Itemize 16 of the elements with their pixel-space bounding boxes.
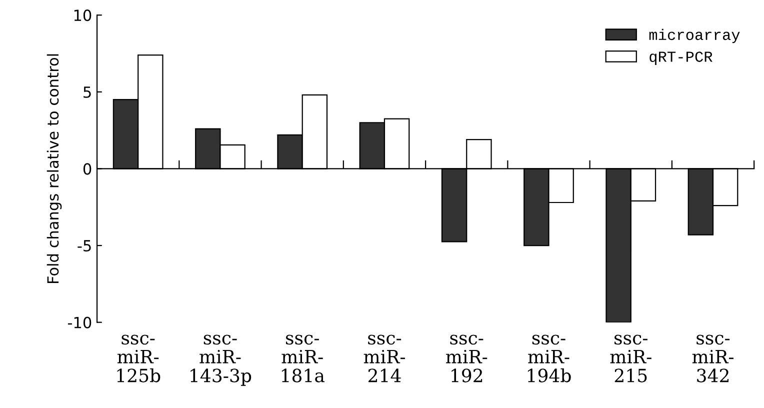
y-axis-title: Fold changs relative to control [46,54,62,284]
y-tick-label: -10 [68,316,92,328]
x-tick-label: ssc- miR- 214 [364,334,405,382]
x-tick-label: ssc- miR- 342 [692,334,734,382]
x-tick-label: ssc- miR- 192 [446,334,488,382]
x-tick-label: ssc- miR- 215 [610,334,652,382]
x-tick-label: ssc- miR- 181a [282,334,324,382]
x-tick-label: ssc- miR- 125b [117,334,160,382]
legend-label: qRT-PCR [650,52,712,65]
x-tick-label: ssc- miR- 194b [528,334,571,382]
y-tick-label: 5 [84,86,91,98]
y-tick-label: 10 [74,10,92,22]
x-tick-label: ssc- miR- 143-3p [190,334,252,386]
legend-label: microarray [649,28,740,44]
y-tick-label: 0 [83,163,92,175]
y-tick-label: -5 [78,240,91,252]
